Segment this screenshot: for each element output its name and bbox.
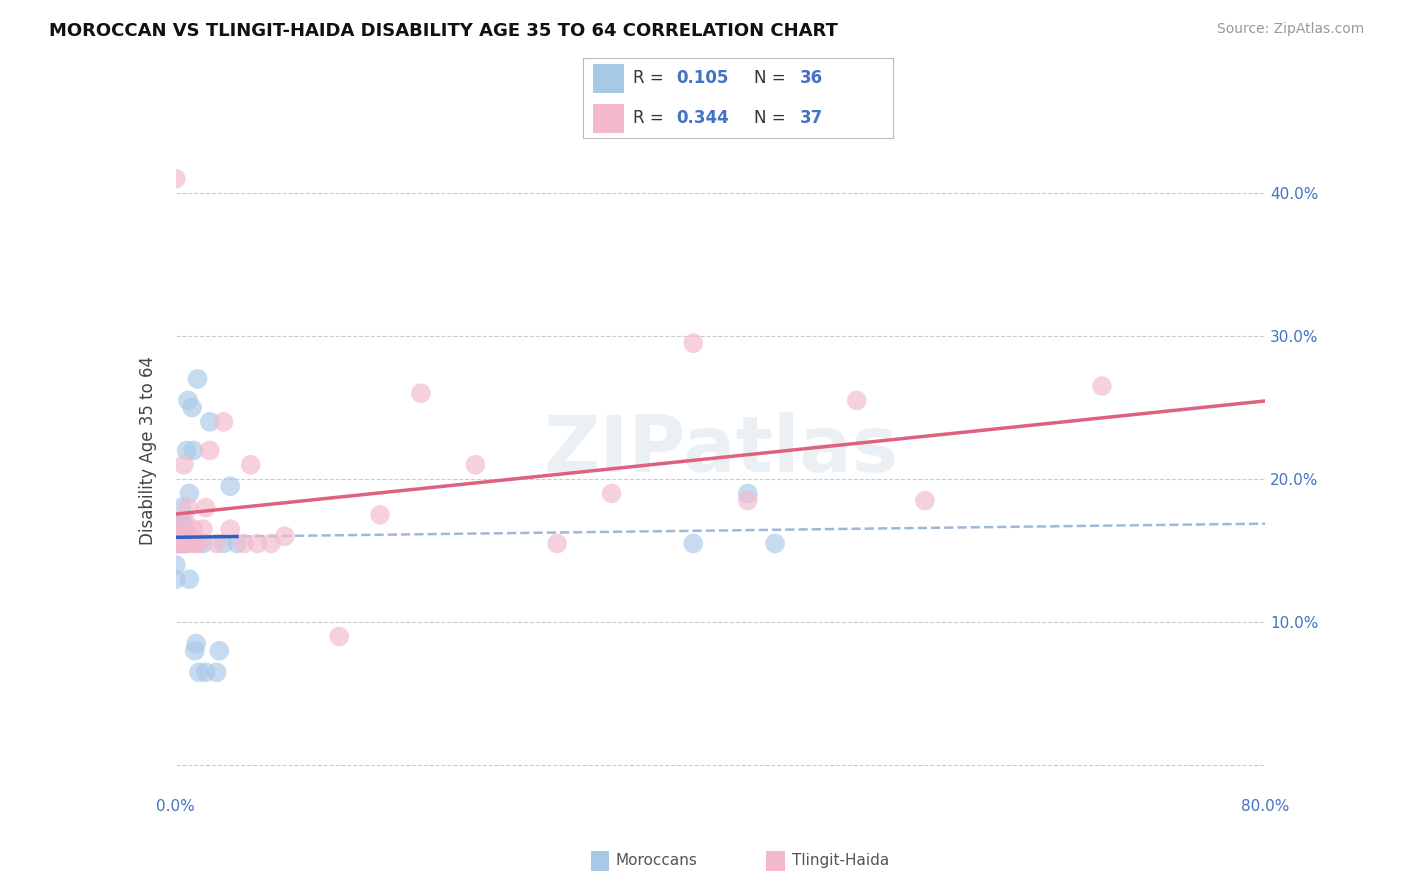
Point xyxy=(212,415,235,429)
Point xyxy=(845,393,868,408)
Point xyxy=(173,458,195,472)
FancyBboxPatch shape xyxy=(593,103,624,133)
Point xyxy=(169,522,191,536)
Text: Source: ZipAtlas.com: Source: ZipAtlas.com xyxy=(1216,22,1364,37)
Point xyxy=(232,536,254,550)
Text: MOROCCAN VS TLINGIT-HAIDA DISABILITY AGE 35 TO 64 CORRELATION CHART: MOROCCAN VS TLINGIT-HAIDA DISABILITY AGE… xyxy=(49,22,838,40)
Point xyxy=(167,529,190,543)
Point xyxy=(260,536,283,550)
Point xyxy=(166,536,188,550)
Point xyxy=(205,665,228,680)
Text: R =: R = xyxy=(633,69,669,87)
Point xyxy=(165,572,187,586)
Point xyxy=(173,536,195,550)
Point xyxy=(186,372,209,386)
Point xyxy=(763,536,786,550)
Point xyxy=(167,515,190,529)
Point xyxy=(165,558,187,572)
Point xyxy=(194,500,217,515)
Point xyxy=(172,529,194,543)
Point xyxy=(191,536,214,550)
Point xyxy=(737,486,759,500)
Point xyxy=(187,536,209,550)
Text: 37: 37 xyxy=(800,109,824,128)
Y-axis label: Disability Age 35 to 64: Disability Age 35 to 64 xyxy=(139,356,157,545)
Point xyxy=(177,393,200,408)
Text: ZIPatlas: ZIPatlas xyxy=(543,412,898,489)
Point xyxy=(179,486,201,500)
Point xyxy=(174,529,197,543)
Point xyxy=(183,443,205,458)
Point xyxy=(464,458,486,472)
Point xyxy=(194,665,217,680)
Text: Tlingit-Haida: Tlingit-Haida xyxy=(792,854,889,868)
Point xyxy=(914,493,936,508)
Text: 36: 36 xyxy=(800,69,823,87)
Point xyxy=(170,536,193,550)
Point xyxy=(176,536,198,550)
Point xyxy=(167,536,190,550)
Point xyxy=(184,644,207,658)
Point xyxy=(174,536,197,550)
Point xyxy=(191,522,214,536)
Point xyxy=(737,493,759,508)
Point xyxy=(176,443,198,458)
Point xyxy=(198,443,221,458)
Point xyxy=(212,536,235,550)
Point xyxy=(1091,379,1114,393)
Point xyxy=(166,536,188,550)
Point xyxy=(274,529,297,543)
Point xyxy=(170,500,193,515)
Point xyxy=(186,637,208,651)
Point xyxy=(198,415,221,429)
Point xyxy=(172,536,194,550)
Text: N =: N = xyxy=(754,109,790,128)
Point xyxy=(174,515,197,529)
Point xyxy=(172,515,194,529)
Point xyxy=(219,522,242,536)
Text: N =: N = xyxy=(754,69,790,87)
Point xyxy=(682,336,704,351)
Point xyxy=(187,665,209,680)
Text: 0.344: 0.344 xyxy=(676,109,730,128)
Text: R =: R = xyxy=(633,109,669,128)
Point xyxy=(226,536,249,550)
Point xyxy=(186,536,208,550)
Point xyxy=(179,529,201,543)
Point xyxy=(328,630,350,644)
Point xyxy=(208,644,231,658)
Point xyxy=(177,500,200,515)
Point xyxy=(546,536,568,550)
Point xyxy=(169,529,191,543)
FancyBboxPatch shape xyxy=(593,63,624,93)
Point xyxy=(165,171,187,186)
Bar xyxy=(591,851,609,871)
Point xyxy=(181,536,204,550)
Text: 0.105: 0.105 xyxy=(676,69,728,87)
Point xyxy=(239,458,262,472)
Point xyxy=(600,486,623,500)
Point xyxy=(183,522,205,536)
Point xyxy=(181,401,204,415)
Bar xyxy=(766,851,785,871)
Point xyxy=(219,479,242,493)
Point xyxy=(246,536,269,550)
Point xyxy=(170,515,193,529)
Point xyxy=(682,536,704,550)
Text: Moroccans: Moroccans xyxy=(616,854,697,868)
Point xyxy=(173,522,195,536)
Point xyxy=(179,572,201,586)
Point xyxy=(205,536,228,550)
Point xyxy=(169,536,191,550)
Point xyxy=(368,508,391,522)
Point xyxy=(409,386,432,401)
